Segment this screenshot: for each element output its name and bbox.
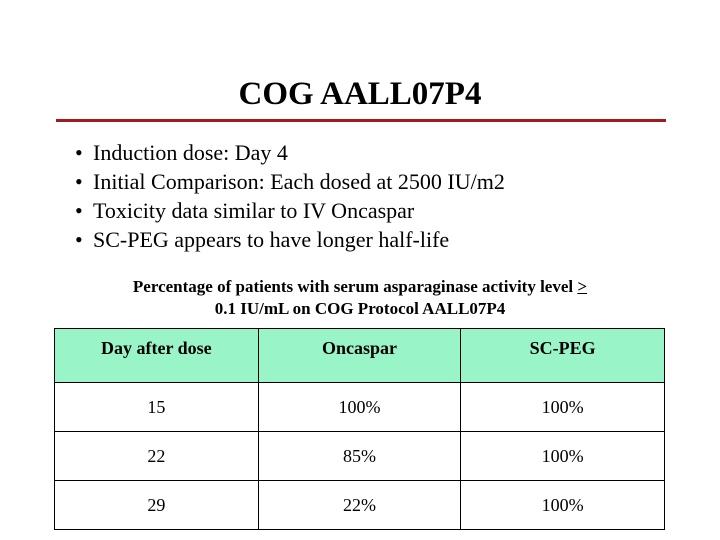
bullet-item: • Induction dose: Day 4	[75, 138, 505, 167]
table-caption-line1: Percentage of patients with serum aspara…	[132, 277, 578, 296]
table-caption: Percentage of patients with serum aspara…	[60, 276, 660, 320]
table-caption-line2: 0.1 IU/mL on COG Protocol AALL07P4	[214, 299, 506, 318]
cell-oncaspar: 85%	[257, 431, 462, 481]
bullet-text: Initial Comparison: Each dosed at 2500 I…	[93, 169, 505, 194]
table-row: 29 22% 100%	[54, 480, 665, 530]
bullet-item: • SC-PEG appears to have longer half-life	[75, 225, 505, 254]
title-divider	[56, 119, 666, 122]
bullet-text: SC-PEG appears to have longer half-life	[93, 227, 450, 252]
table-header-row: Day after dose Oncaspar SC-PEG	[54, 328, 665, 383]
cell-sc-peg: 100%	[460, 480, 665, 530]
table-row: 22 85% 100%	[54, 431, 665, 481]
bullet-text: Induction dose: Day 4	[93, 140, 288, 165]
greater-equal-symbol: >	[577, 277, 588, 296]
cell-oncaspar: 22%	[257, 480, 462, 530]
header-oncaspar: Oncaspar	[257, 328, 462, 383]
cell-day: 22	[54, 431, 259, 481]
header-day-after-dose: Day after dose	[54, 328, 259, 383]
cell-day: 15	[54, 382, 259, 432]
bullet-icon: •	[75, 140, 83, 165]
header-sc-peg: SC-PEG	[460, 328, 665, 383]
bullet-item: • Toxicity data similar to IV Oncaspar	[75, 196, 505, 225]
bullet-list: • Induction dose: Day 4 • Initial Comparis…	[75, 138, 505, 254]
bullet-text: Toxicity data similar to IV Oncaspar	[93, 198, 415, 223]
cell-sc-peg: 100%	[460, 431, 665, 481]
table-row: 15 100% 100%	[54, 382, 665, 432]
bullet-item: • Initial Comparison: Each dosed at 2500 …	[75, 167, 505, 196]
bullet-icon: •	[75, 169, 83, 194]
bullet-icon: •	[75, 198, 83, 223]
cell-day: 29	[54, 480, 259, 530]
cell-sc-peg: 100%	[460, 382, 665, 432]
activity-table: Day after dose Oncaspar SC-PEG 15 100% 1…	[54, 328, 665, 530]
bullet-icon: •	[75, 227, 83, 252]
cell-oncaspar: 100%	[257, 382, 462, 432]
slide-title: COG AALL07P4	[238, 76, 482, 112]
